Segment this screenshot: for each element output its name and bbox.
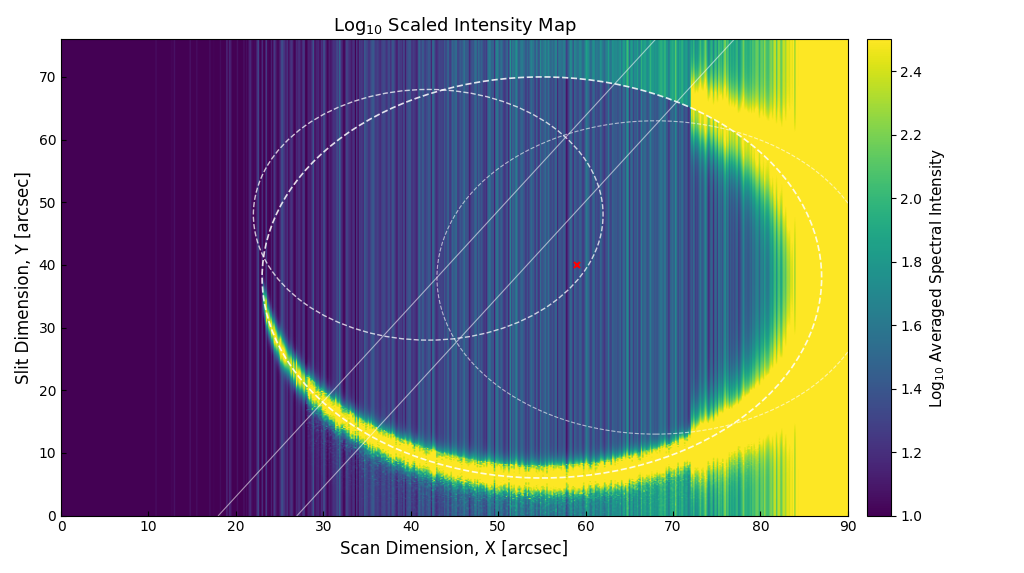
X-axis label: Scan Dimension, X [arcsec]: Scan Dimension, X [arcsec] (340, 540, 568, 558)
Title: Log$_{10}$ Scaled Intensity Map: Log$_{10}$ Scaled Intensity Map (333, 15, 577, 37)
Y-axis label: Log$_{10}$ Averaged Spectral Intensity: Log$_{10}$ Averaged Spectral Intensity (928, 147, 947, 407)
Y-axis label: Slit Dimension, Y [arcsec]: Slit Dimension, Y [arcsec] (15, 171, 33, 384)
